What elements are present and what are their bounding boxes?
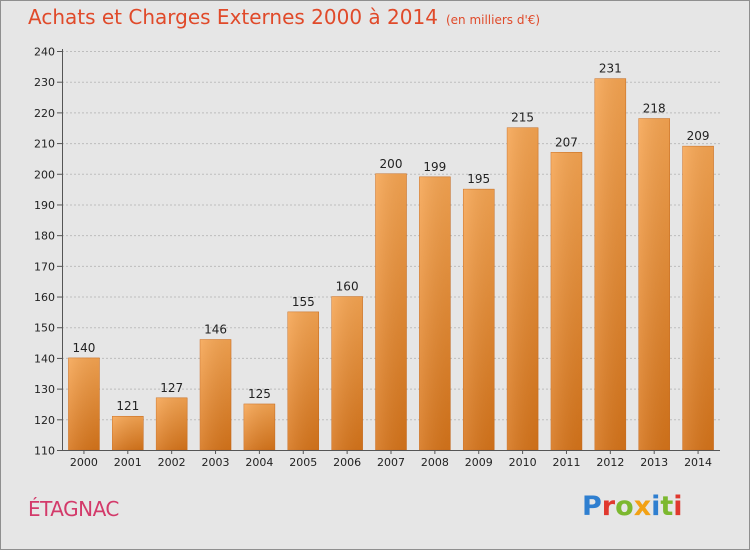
x-tick-label: 2003 bbox=[202, 456, 230, 469]
x-tick-label: 2006 bbox=[333, 456, 361, 469]
data-label: 231 bbox=[599, 62, 622, 76]
bar-shade bbox=[550, 152, 582, 451]
bar-shade bbox=[507, 127, 539, 450]
logo-letter: t bbox=[660, 491, 674, 522]
bar-shade bbox=[331, 296, 363, 450]
x-tick-label: 2010 bbox=[509, 456, 537, 469]
x-tick-label: 2007 bbox=[377, 456, 405, 469]
data-label: 199 bbox=[423, 160, 446, 174]
y-tick-label: 200 bbox=[34, 168, 55, 181]
bars bbox=[68, 78, 714, 451]
bar-shade bbox=[594, 78, 626, 450]
x-tick-label: 2005 bbox=[289, 456, 317, 469]
proxiti-logo[interactable]: Proxiti bbox=[582, 491, 683, 522]
chart-title: Achats et Charges Externes 2000 à 2014 bbox=[28, 5, 438, 29]
bar-shade bbox=[112, 416, 144, 450]
data-label: 195 bbox=[467, 172, 490, 186]
bar-shade bbox=[243, 403, 275, 450]
data-label: 209 bbox=[687, 129, 710, 143]
data-label: 215 bbox=[511, 111, 534, 125]
labels: 110 120 130 140 150 160 170 180 190 200 210 220 230 2… bbox=[34, 46, 712, 470]
x-tick-label: 2004 bbox=[245, 456, 273, 469]
x-tick-label: 2008 bbox=[421, 456, 449, 469]
x-tick-label: 2001 bbox=[114, 456, 142, 469]
bar-shade bbox=[682, 146, 714, 450]
chart-unit: (en milliers d'€) bbox=[445, 13, 541, 27]
y-tick-label: 180 bbox=[34, 230, 55, 243]
y-tick-label: 170 bbox=[34, 260, 55, 273]
x-tick-label: 2011 bbox=[552, 456, 580, 469]
data-label: 121 bbox=[116, 399, 139, 413]
logo-letter: i bbox=[673, 491, 683, 522]
y-tick-label: 130 bbox=[34, 383, 55, 396]
y-tick-label: 210 bbox=[34, 138, 55, 151]
bar-shade bbox=[638, 118, 670, 451]
bar-shade bbox=[156, 397, 188, 450]
logo-letter: i bbox=[651, 491, 661, 522]
axes bbox=[57, 49, 720, 454]
logo-letter: x bbox=[633, 491, 652, 522]
bar-shade bbox=[375, 173, 407, 450]
bar-shade bbox=[287, 311, 319, 450]
data-label: 207 bbox=[555, 135, 578, 149]
bar-shade bbox=[463, 189, 495, 450]
x-tick-label: 2009 bbox=[465, 456, 493, 469]
y-tick-label: 140 bbox=[34, 352, 55, 365]
data-label: 160 bbox=[336, 280, 359, 294]
logo-letter: o bbox=[615, 491, 634, 522]
data-label: 140 bbox=[72, 341, 95, 355]
logo-letter: r bbox=[601, 491, 616, 522]
logo-letter: P bbox=[582, 491, 602, 522]
y-tick-label: 240 bbox=[34, 46, 55, 59]
x-tick-label: 2002 bbox=[158, 456, 186, 469]
y-tick-label: 220 bbox=[34, 107, 55, 120]
data-label: 218 bbox=[643, 102, 666, 116]
data-label: 146 bbox=[204, 323, 227, 337]
bar-shade bbox=[419, 176, 451, 451]
x-tick-label: 2014 bbox=[684, 456, 712, 469]
bar-shade bbox=[68, 357, 100, 450]
y-tick-label: 150 bbox=[34, 322, 55, 335]
data-label: 125 bbox=[248, 387, 271, 401]
commune-name: ÉTAGNAC bbox=[28, 497, 119, 521]
bar-shade bbox=[200, 339, 232, 450]
y-tick-label: 110 bbox=[34, 445, 55, 458]
data-label: 200 bbox=[380, 157, 403, 171]
title-row: Achats et Charges Externes 2000 à 2014 (e… bbox=[28, 5, 540, 29]
y-tick-label: 230 bbox=[34, 76, 55, 89]
data-label: 155 bbox=[292, 295, 315, 309]
y-tick-label: 190 bbox=[34, 199, 55, 212]
x-tick-label: 2012 bbox=[596, 456, 624, 469]
x-tick-label: 2013 bbox=[640, 456, 668, 469]
y-tick-label: 160 bbox=[34, 291, 55, 304]
data-label: 127 bbox=[160, 381, 183, 395]
y-tick-label: 120 bbox=[34, 414, 55, 427]
x-tick-label: 2000 bbox=[70, 456, 98, 469]
